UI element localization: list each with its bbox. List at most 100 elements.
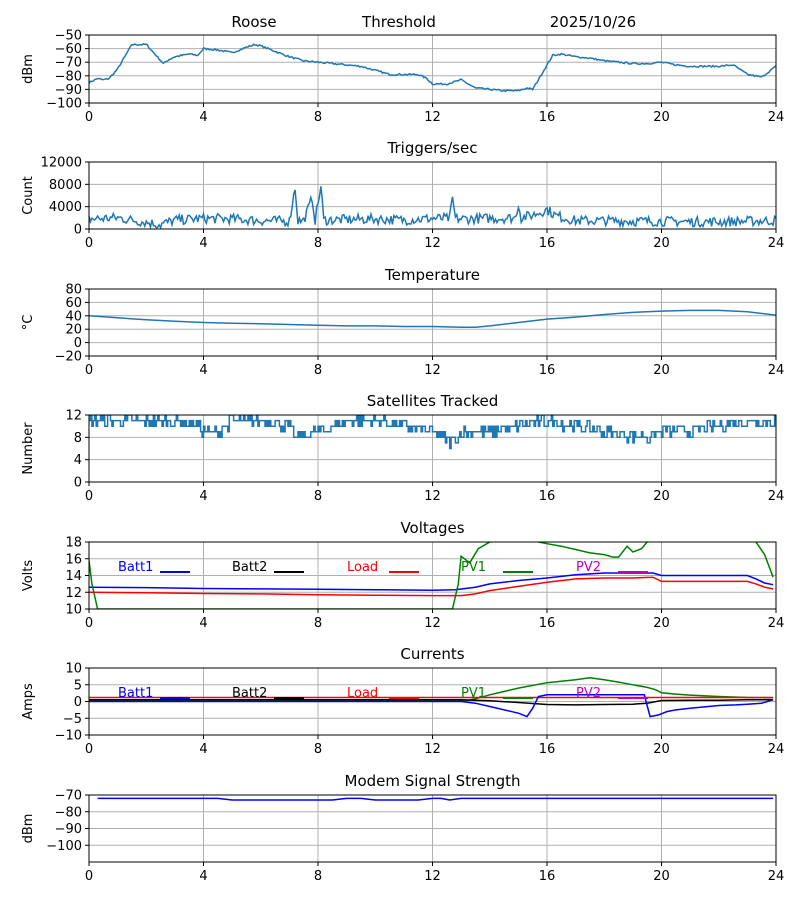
y-tick-label: 40 [65, 309, 82, 324]
x-tick-label: 0 [85, 489, 93, 504]
x-tick-label: 12 [424, 489, 441, 504]
y-tick-label: −5 [63, 712, 82, 727]
x-tick-label: 24 [768, 742, 785, 757]
x-tick-label: 12 [424, 616, 441, 631]
y-tick-label: 0 [74, 223, 82, 238]
series-line-batt1 [89, 694, 774, 718]
series-line-pv1 [89, 676, 774, 702]
series-line-temperature [89, 309, 776, 328]
x-tick-label: 24 [768, 110, 785, 125]
y-tick-label: 4000 [49, 200, 82, 215]
legend-label-load: Load [347, 686, 378, 701]
x-tick-label: 24 [768, 236, 785, 251]
x-tick-label: 16 [539, 616, 556, 631]
x-tick-label: 0 [85, 869, 93, 884]
chart-triggers: 0 4 8 12 16 20 24 0 4000 8000 12000 Triggers/sec Cou… [21, 139, 784, 251]
x-tick-label: 8 [314, 236, 322, 251]
y-tick-label: 12 [65, 586, 82, 601]
x-tick-label: 20 [653, 742, 670, 757]
series-line-load [89, 576, 774, 597]
header-mode: Threshold [361, 13, 436, 31]
x-tick-label: 24 [768, 363, 785, 378]
x-tick-label: 16 [539, 363, 556, 378]
x-tick-label: 8 [314, 616, 322, 631]
x-tick-label: 20 [653, 110, 670, 125]
y-axis-label: Number [21, 422, 36, 475]
y-tick-label: −80 [55, 69, 82, 84]
legend-label-pv1: PV1 [461, 686, 486, 701]
y-tick-label: −90 [55, 822, 82, 837]
x-tick-label: 12 [424, 742, 441, 757]
legend-label-batt2: Batt2 [232, 686, 267, 701]
legend-label-pv1: PV1 [461, 560, 486, 575]
x-tick-label: 4 [199, 363, 207, 378]
chart-satellites: 0 4 8 12 16 20 24 0 4 8 12 Satellites Tracked Number [21, 392, 784, 504]
y-tick-label: 5 [74, 678, 82, 693]
y-tick-label: 80 [65, 283, 82, 298]
y-tick-label: 20 [65, 323, 82, 338]
x-tick-label: 16 [539, 742, 556, 757]
x-tick-label: 8 [314, 742, 322, 757]
x-tick-label: 16 [539, 489, 556, 504]
x-tick-label: 16 [539, 869, 556, 884]
x-tick-label: 24 [768, 616, 785, 631]
y-tick-label: 8 [74, 431, 82, 446]
y-tick-label: 0 [74, 695, 82, 710]
y-axis-label: dBm [21, 814, 36, 844]
chart-title: Triggers/sec [387, 139, 478, 157]
x-tick-label: 20 [653, 869, 670, 884]
y-axis-label: °C [21, 315, 36, 331]
x-tick-label: 4 [199, 110, 207, 125]
x-tick-label: 24 [768, 489, 785, 504]
header-date: 2025/10/26 [550, 13, 636, 31]
legend-label-load: Load [347, 560, 378, 575]
y-tick-label: 12 [65, 409, 82, 424]
x-tick-label: 8 [314, 110, 322, 125]
y-axis-label: Count [21, 176, 36, 215]
x-tick-label: 16 [539, 236, 556, 251]
y-tick-label: 12000 [41, 156, 82, 171]
y-tick-label: −90 [55, 83, 82, 98]
x-tick-label: 0 [85, 236, 93, 251]
y-tick-label: −100 [46, 839, 82, 854]
chart-title: Satellites Tracked [367, 392, 498, 410]
x-tick-label: 4 [199, 236, 207, 251]
legend-label-batt1: Batt1 [118, 686, 153, 701]
y-tick-label: 10 [65, 662, 82, 677]
series-line-satellites [89, 415, 776, 450]
y-tick-label: −60 [55, 42, 82, 57]
y-axis-label: Volts [21, 560, 36, 592]
y-tick-label: −50 [55, 29, 82, 44]
y-tick-label: 10 [65, 603, 82, 618]
y-tick-label: 4 [74, 453, 82, 468]
x-tick-label: 0 [85, 110, 93, 125]
x-tick-label: 16 [539, 110, 556, 125]
chart-title: Currents [400, 645, 464, 663]
x-tick-label: 12 [424, 236, 441, 251]
chart-title: Modem Signal Strength [345, 772, 521, 790]
series-line-triggers [89, 186, 776, 229]
chart-title: Temperature [384, 266, 480, 284]
y-tick-label: 18 [65, 536, 82, 551]
series-line-pv1 [89, 542, 774, 609]
x-tick-label: 20 [653, 236, 670, 251]
y-axis-label: dBm [21, 54, 36, 84]
x-tick-label: 4 [199, 489, 207, 504]
x-tick-label: 8 [314, 869, 322, 884]
y-tick-label: −100 [46, 97, 82, 112]
y-tick-label: 0 [74, 476, 82, 491]
y-tick-label: −70 [55, 789, 82, 804]
legend-label-pv2: PV2 [576, 686, 601, 701]
y-tick-label: −80 [55, 805, 82, 820]
series-line-batt2 [89, 699, 774, 706]
y-tick-label: −70 [55, 56, 82, 71]
series-line-modem [97, 797, 774, 801]
y-tick-label: 14 [65, 569, 82, 584]
x-tick-label: 8 [314, 489, 322, 504]
y-tick-label: 8000 [49, 178, 82, 193]
series-line-batt1 [89, 572, 774, 591]
